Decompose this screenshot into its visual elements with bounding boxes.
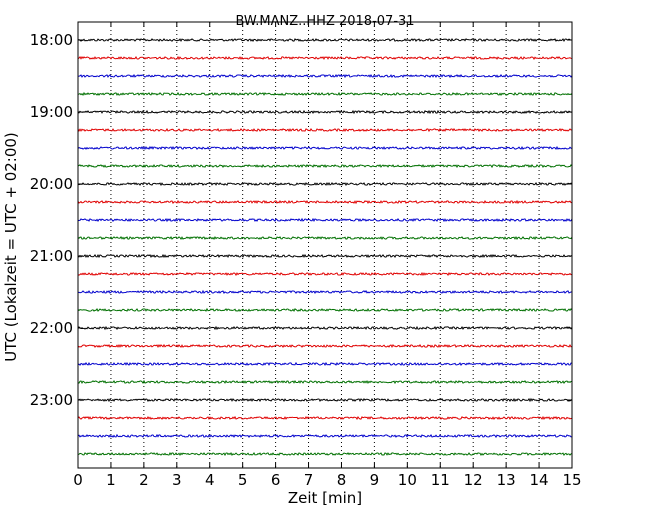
trace-2130 bbox=[77, 289, 573, 295]
trace-2345 bbox=[77, 451, 573, 457]
x-tick-label: 3 bbox=[172, 471, 182, 489]
trace-1915 bbox=[77, 127, 573, 133]
y-tick-label: 19:00 bbox=[30, 103, 73, 121]
trace-1830 bbox=[77, 73, 573, 79]
x-tick-label: 10 bbox=[398, 471, 417, 489]
y-tick-label: 23:00 bbox=[30, 391, 73, 409]
trace-1900 bbox=[77, 109, 573, 115]
trace-1815 bbox=[77, 55, 573, 61]
y-tick-label: 18:00 bbox=[30, 31, 73, 49]
plot-frame bbox=[77, 21, 573, 469]
trace-2100 bbox=[77, 253, 573, 259]
trace-2045 bbox=[77, 235, 573, 241]
trace-2315 bbox=[77, 415, 573, 421]
x-tick-label: 15 bbox=[562, 471, 581, 489]
grid-lines bbox=[110, 22, 540, 468]
trace-1845 bbox=[77, 91, 573, 97]
x-tick-label: 12 bbox=[464, 471, 483, 489]
x-tick-label: 1 bbox=[106, 471, 116, 489]
trace-2000 bbox=[77, 181, 573, 187]
x-tick-label: 5 bbox=[238, 471, 248, 489]
trace-1930 bbox=[77, 145, 573, 151]
x-tick-label: 2 bbox=[139, 471, 149, 489]
y-tick-label: 21:00 bbox=[30, 247, 73, 265]
x-tick-label: 13 bbox=[497, 471, 516, 489]
x-axis: 0 1 2 3 4 5 6 7 8 9 10 11 12 13 14 15 bbox=[73, 22, 582, 489]
x-tick-label: 9 bbox=[370, 471, 380, 489]
x-tick-label: 8 bbox=[337, 471, 347, 489]
y-tick-label: 22:00 bbox=[30, 319, 73, 337]
trace-2245 bbox=[77, 379, 573, 385]
y-axis: 18:00 19:00 20:00 21:00 22:00 23:00 bbox=[30, 31, 572, 409]
trace-1945 bbox=[77, 163, 573, 169]
trace-2145 bbox=[77, 307, 573, 313]
x-tick-label: 7 bbox=[304, 471, 314, 489]
trace-2230 bbox=[77, 361, 573, 367]
x-axis-label: Zeit [min] bbox=[288, 489, 362, 507]
trace-2115 bbox=[77, 271, 573, 277]
x-tick-label: 11 bbox=[431, 471, 450, 489]
x-tick-label: 6 bbox=[271, 471, 281, 489]
trace-2300 bbox=[77, 397, 573, 403]
trace-2015 bbox=[77, 199, 573, 205]
y-tick-label: 20:00 bbox=[30, 175, 73, 193]
trace-2200 bbox=[77, 325, 573, 331]
trace-2330 bbox=[77, 433, 573, 439]
trace-2215 bbox=[77, 343, 573, 349]
trace-group bbox=[77, 38, 573, 457]
trace-1800 bbox=[77, 38, 573, 43]
y-axis-label: UTC (Lokalzeit = UTC + 02:00) bbox=[2, 132, 20, 362]
x-tick-label: 0 bbox=[73, 471, 83, 489]
x-tick-label: 14 bbox=[530, 471, 549, 489]
x-tick-label: 4 bbox=[205, 471, 215, 489]
trace-2030 bbox=[77, 217, 573, 223]
